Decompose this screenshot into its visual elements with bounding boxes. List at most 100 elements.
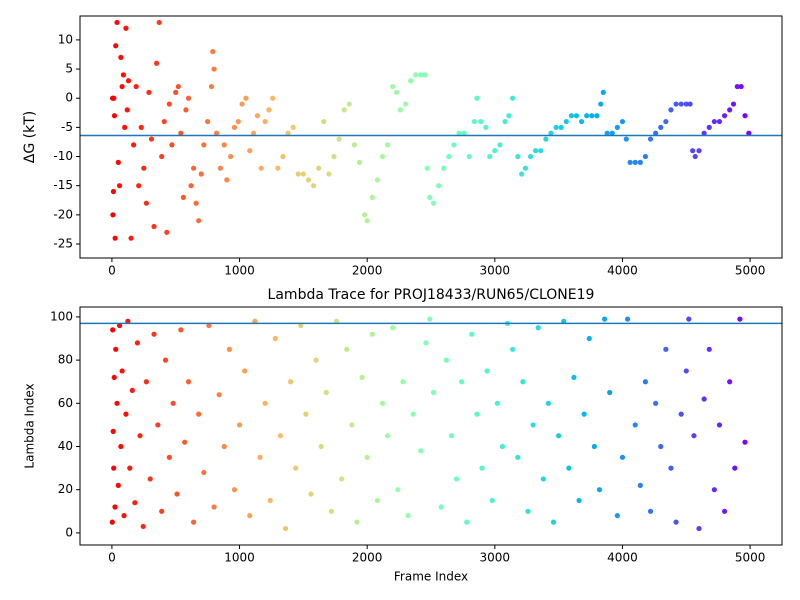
point — [156, 19, 162, 26]
point — [308, 491, 314, 497]
point — [443, 357, 449, 363]
point — [190, 519, 197, 525]
x-tick-label: 0 — [108, 264, 116, 278]
point — [502, 118, 508, 125]
point — [344, 346, 350, 352]
point — [683, 101, 689, 107]
point — [379, 400, 386, 406]
point — [619, 118, 626, 125]
point — [642, 379, 649, 385]
point — [647, 508, 654, 514]
axes-frame — [79, 306, 783, 546]
point — [113, 43, 119, 49]
point — [653, 130, 659, 136]
point — [459, 379, 465, 385]
point — [632, 159, 638, 165]
point — [732, 465, 738, 471]
x-tick-label: 1000 — [224, 551, 255, 565]
y-tick-label: 40 — [58, 439, 73, 453]
point — [111, 465, 117, 471]
point — [614, 513, 620, 519]
point — [510, 346, 516, 352]
point — [305, 177, 312, 183]
point — [115, 482, 121, 488]
point — [385, 433, 391, 439]
point — [453, 476, 460, 482]
point — [690, 148, 696, 154]
point — [122, 124, 128, 130]
point — [515, 454, 521, 460]
point — [487, 153, 493, 160]
point — [627, 159, 633, 165]
point — [110, 188, 117, 195]
point — [110, 212, 116, 218]
point — [143, 379, 149, 385]
point — [131, 142, 137, 148]
point — [687, 101, 693, 107]
point — [738, 83, 744, 90]
axes-frame — [79, 15, 783, 259]
point — [471, 118, 477, 125]
point — [208, 83, 215, 90]
point — [123, 411, 129, 417]
point — [379, 153, 386, 160]
point — [600, 89, 606, 95]
point — [533, 148, 539, 154]
point — [173, 89, 179, 95]
point — [573, 113, 580, 119]
point — [250, 130, 257, 136]
x-tick-label: 4000 — [607, 551, 638, 565]
point — [183, 107, 189, 113]
point — [116, 322, 123, 329]
point — [438, 504, 444, 510]
point — [242, 368, 248, 374]
point — [598, 101, 604, 107]
point — [478, 118, 484, 125]
point — [393, 89, 400, 95]
point — [132, 500, 138, 506]
point — [556, 433, 562, 439]
point — [691, 433, 697, 439]
point — [550, 519, 557, 525]
y-tick-label: -10 — [53, 149, 73, 163]
point — [138, 124, 144, 130]
point — [270, 95, 276, 101]
y-axis-label: ΔG (kT) — [22, 111, 38, 163]
point — [196, 411, 202, 417]
point — [217, 165, 223, 171]
point — [364, 454, 370, 460]
point — [318, 443, 324, 450]
point — [293, 465, 299, 471]
point — [716, 118, 723, 125]
point — [397, 107, 403, 113]
x-tick-label: 1000 — [224, 264, 255, 278]
point — [515, 153, 521, 160]
point — [247, 148, 253, 154]
point — [571, 374, 577, 381]
point — [701, 396, 707, 402]
point — [581, 411, 587, 417]
point — [563, 118, 569, 125]
point — [151, 223, 157, 230]
point — [483, 124, 489, 130]
y-tick-label: 80 — [58, 353, 73, 367]
x-tick-label: 4000 — [607, 264, 638, 278]
point — [159, 153, 165, 160]
point — [111, 95, 117, 101]
point — [134, 340, 141, 346]
x-tick-label: 5000 — [735, 551, 766, 565]
point — [525, 508, 531, 514]
point — [141, 165, 147, 171]
point — [262, 400, 268, 406]
point — [424, 165, 430, 171]
point — [413, 72, 419, 78]
point — [668, 465, 674, 471]
point — [124, 107, 130, 113]
point — [164, 229, 170, 235]
point — [663, 346, 669, 352]
point — [637, 159, 643, 165]
x-tick-label: 3000 — [480, 264, 511, 278]
point — [198, 171, 204, 177]
point — [530, 422, 536, 428]
point — [313, 357, 319, 363]
